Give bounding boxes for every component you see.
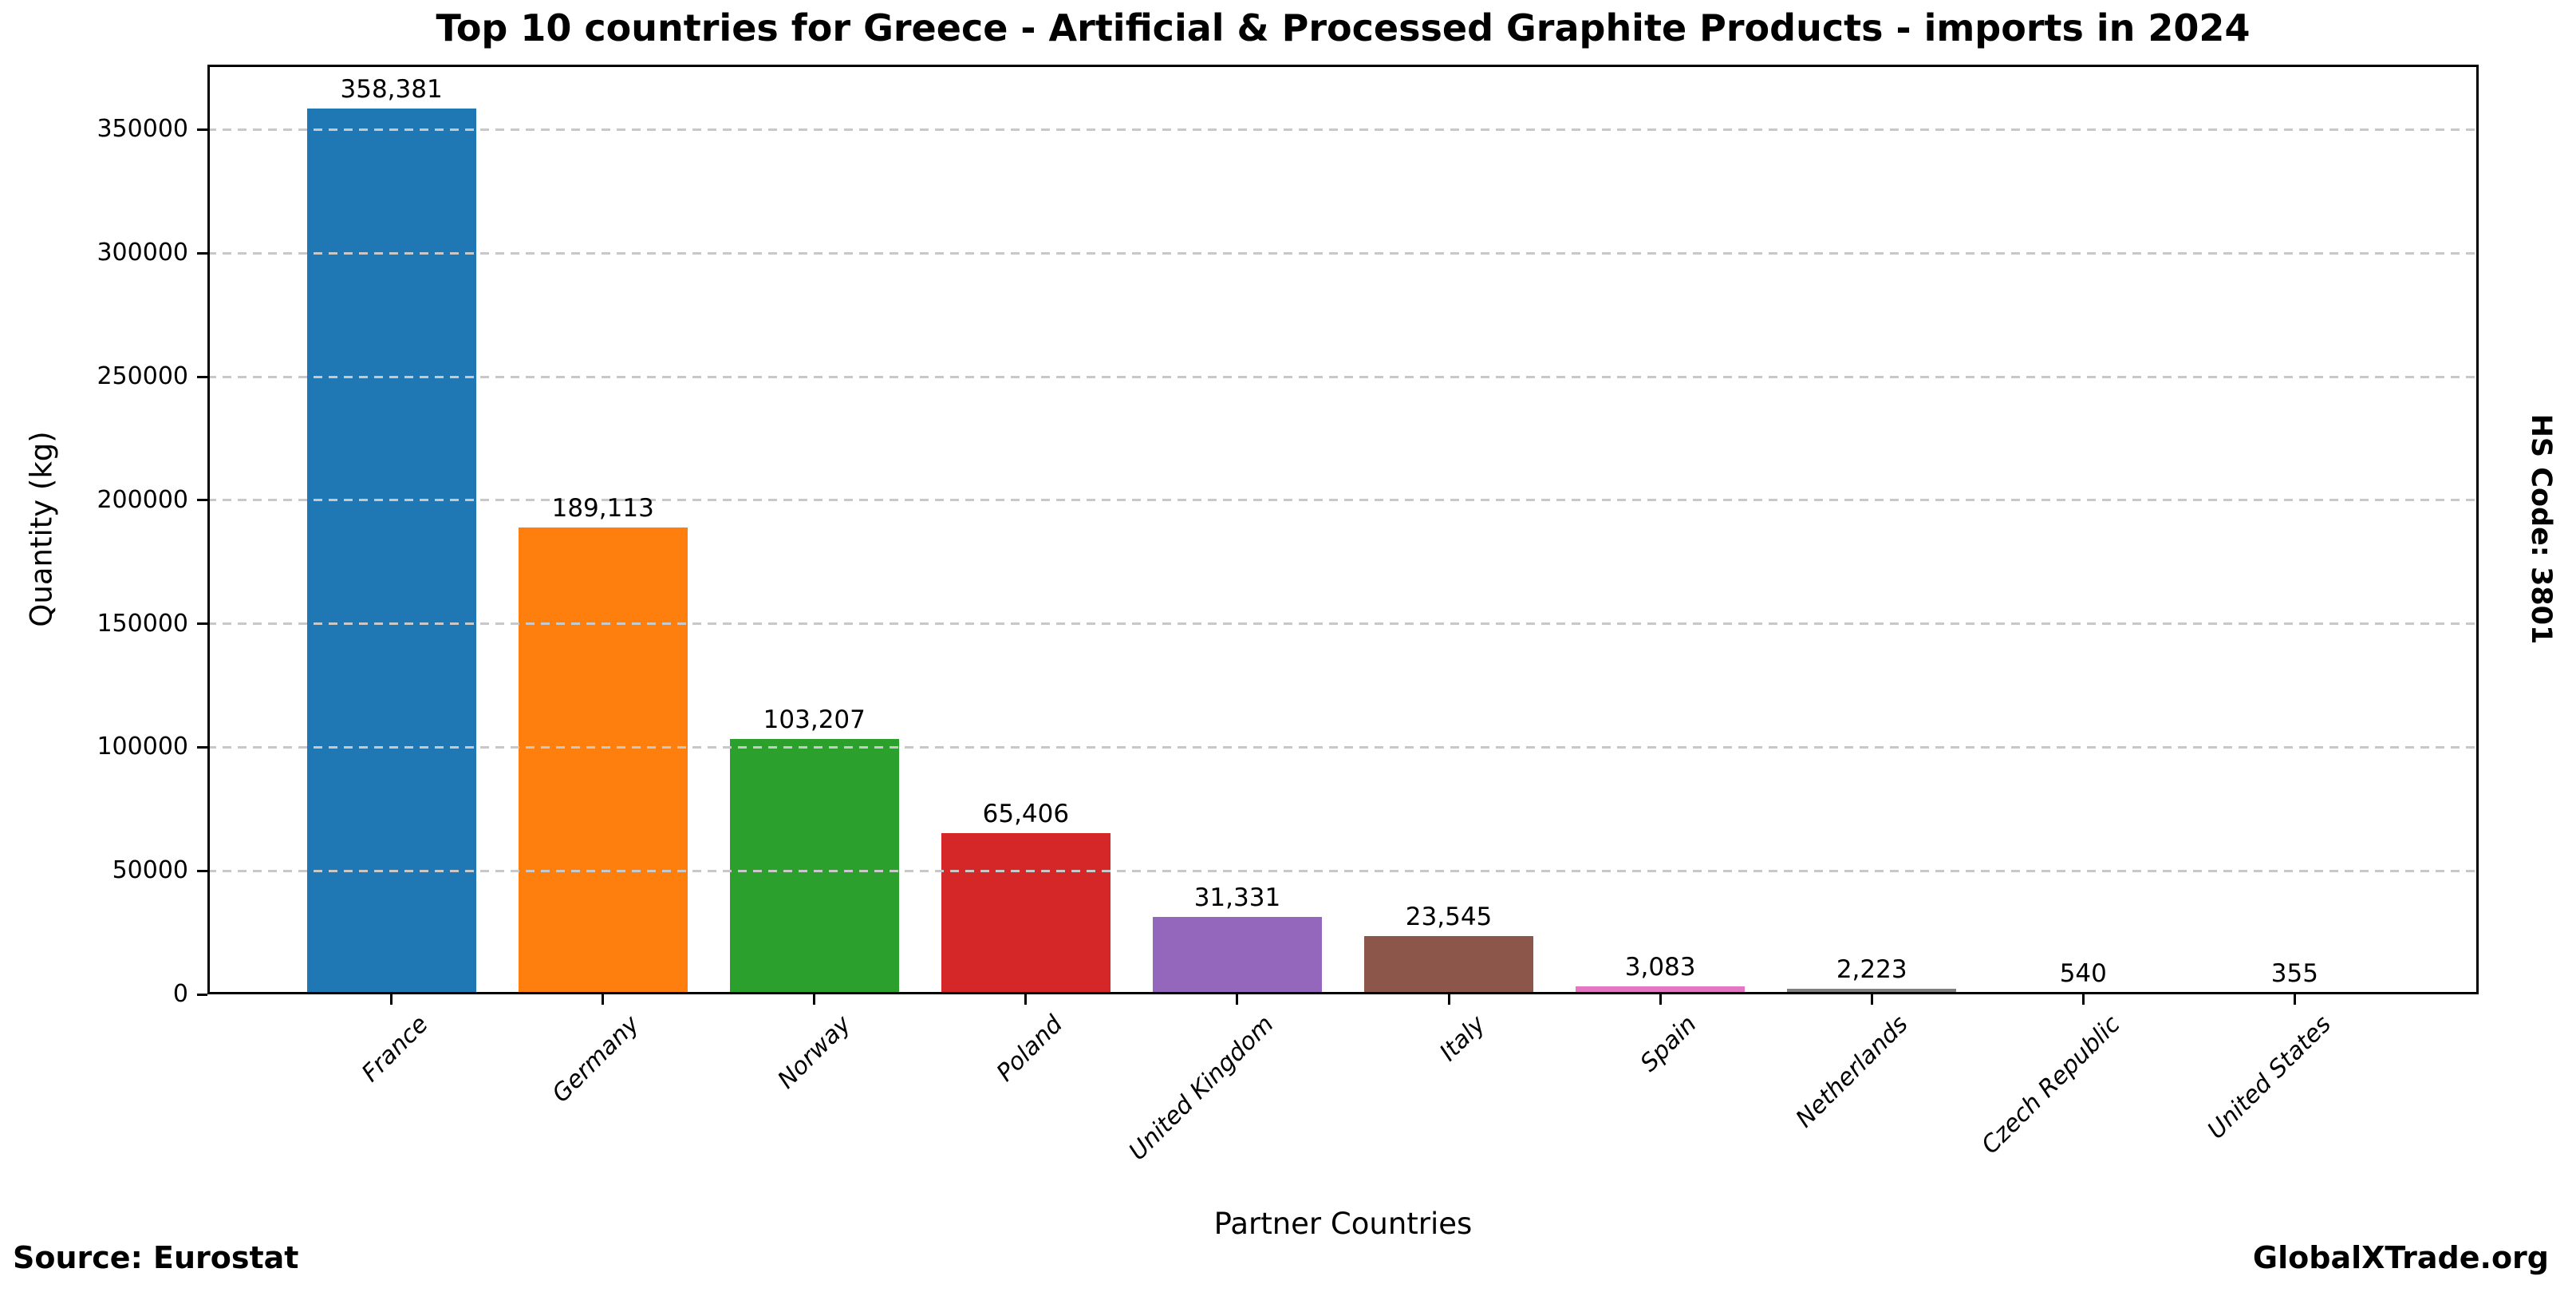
y-axis-tick-label: 150000 — [97, 609, 188, 638]
bar-value-label: 358,381 — [340, 75, 443, 105]
x-axis-tick-mark — [813, 994, 816, 1005]
gridline — [207, 128, 2479, 131]
x-axis-tick-label: Poland — [991, 1010, 1068, 1088]
y-axis-tick-mark — [197, 993, 207, 996]
bar-netherlands — [1787, 989, 1957, 994]
gridline — [207, 251, 2479, 255]
chart-title: Top 10 countries for Greece - Artificial… — [436, 6, 2251, 49]
bar-value-label: 2,223 — [1836, 955, 1907, 985]
y-axis-tick-label: 250000 — [97, 362, 188, 391]
y-axis-tick-label: 0 — [172, 980, 188, 1008]
gridline — [207, 375, 2479, 378]
source-note: Source: Eurostat — [13, 1240, 299, 1275]
x-axis-title: Partner Countries — [1213, 1207, 1473, 1241]
bar-united-kingdom — [1152, 917, 1322, 994]
x-axis-tick-label: Norway — [772, 1010, 857, 1095]
x-axis-tick-mark — [1870, 994, 1873, 1005]
bar-germany — [518, 527, 688, 994]
gridline — [207, 622, 2479, 626]
y-axis-tick-mark — [197, 499, 207, 502]
y-axis-tick-label: 100000 — [97, 733, 188, 761]
x-axis-tick-label: Netherlands — [1790, 1010, 1914, 1134]
gridline — [207, 869, 2479, 872]
bar-value-label: 355 — [2270, 959, 2318, 988]
x-axis-tick-label: United Kingdom — [1123, 1010, 1280, 1167]
y-axis-tick-label: 50000 — [112, 856, 188, 885]
x-axis-tick-label: United States — [2202, 1010, 2337, 1145]
y-axis-tick-label: 350000 — [97, 115, 188, 144]
x-axis-tick-mark — [1236, 994, 1239, 1005]
x-axis-tick-mark — [602, 994, 605, 1005]
y-axis-tick-label: 200000 — [97, 485, 188, 514]
x-axis-tick-label: Germany — [546, 1010, 645, 1108]
y-axis-tick-mark — [197, 745, 207, 749]
y-axis-tick-mark — [197, 869, 207, 872]
gridline — [207, 745, 2479, 749]
bar-value-label: 65,406 — [982, 799, 1070, 828]
x-axis-tick-label: Spain — [1635, 1010, 1702, 1078]
bar-italy — [1364, 936, 1534, 994]
bar-value-label: 3,083 — [1624, 953, 1696, 982]
x-axis-tick-mark — [2081, 994, 2085, 1005]
bar-norway — [729, 739, 899, 994]
bar-value-label: 23,545 — [1405, 903, 1493, 932]
bar-france — [306, 109, 476, 994]
y-axis-tick-mark — [197, 622, 207, 626]
y-axis-tick-mark — [197, 375, 207, 378]
x-axis-tick-label: Italy — [1434, 1010, 1491, 1067]
bar-value-label: 31,331 — [1193, 883, 1281, 912]
gridline — [207, 499, 2479, 502]
y-axis-tick-mark — [197, 251, 207, 255]
bar-value-label: 189,113 — [551, 493, 654, 523]
bar-spain — [1576, 986, 1746, 994]
brand-note: GlobalXTrade.org — [2252, 1240, 2549, 1275]
bar-value-label: 103,207 — [763, 705, 866, 735]
x-axis-tick-label: Czech Republic — [1975, 1010, 2126, 1160]
bar-value-label: 540 — [2059, 959, 2107, 988]
y-axis-tick-label: 300000 — [97, 239, 188, 267]
x-axis-tick-mark — [2293, 994, 2296, 1005]
x-axis-tick-label: France — [356, 1010, 434, 1088]
x-axis-tick-mark — [1659, 994, 1662, 1005]
x-axis-tick-mark — [1024, 994, 1028, 1005]
x-axis-tick-mark — [390, 994, 393, 1005]
x-axis-tick-mark — [1447, 994, 1450, 1005]
bar-poland — [941, 832, 1110, 994]
y-axis-tick-mark — [197, 128, 207, 131]
